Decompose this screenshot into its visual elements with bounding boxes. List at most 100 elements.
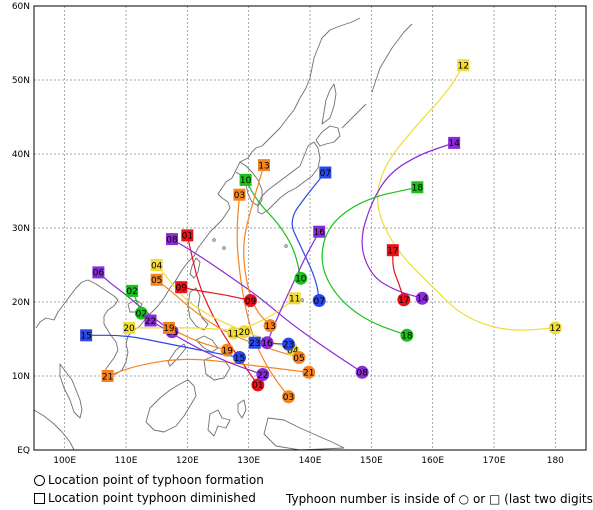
formation-marker-23: 23 xyxy=(282,337,296,351)
diminished-number: 23 xyxy=(249,339,260,349)
diminished-marker-02: 02 xyxy=(126,284,139,297)
marianas-island xyxy=(300,298,304,302)
legend-diminished: Location point typhoon diminished xyxy=(34,491,256,505)
formation-number: 14 xyxy=(417,295,429,305)
diminished-number: 07 xyxy=(320,169,331,179)
formation-marker-21: 21 xyxy=(302,365,316,379)
diminished-square xyxy=(80,329,93,342)
diminished-square xyxy=(248,336,261,349)
formation-number: 07 xyxy=(313,297,324,307)
malay-coastline xyxy=(59,363,83,419)
formation-number: 04 xyxy=(287,346,299,356)
formation-circle xyxy=(312,294,326,308)
formation-circle xyxy=(237,325,251,339)
typhoon-markers: 0101020203030404050506060707080809091010… xyxy=(80,59,562,404)
lat-label: 60N xyxy=(12,2,30,12)
lon-label: 120E xyxy=(176,456,199,466)
diminished-square xyxy=(162,321,175,334)
track-line-21 xyxy=(107,358,309,377)
diminished-square xyxy=(239,173,252,186)
new-guinea-coastline xyxy=(263,417,345,450)
legend-formation-label: Location point of typhoon formation xyxy=(48,473,264,487)
formation-number: 17 xyxy=(398,296,409,306)
diminished-marker-04: 04 xyxy=(150,259,163,271)
formation-circle xyxy=(294,271,308,285)
formation-number: 19 xyxy=(221,346,233,356)
kuril-islands xyxy=(341,103,367,129)
diminished-square xyxy=(92,266,105,279)
diminished-square xyxy=(126,284,139,297)
diminished-number: 06 xyxy=(93,269,105,279)
formation-circle xyxy=(282,390,296,404)
lon-label: 100E xyxy=(53,456,76,466)
formation-number: 08 xyxy=(356,369,368,379)
formation-number: 05 xyxy=(293,354,304,364)
diminished-square xyxy=(166,233,178,246)
formation-circle xyxy=(251,378,265,392)
diminished-marker-12: 12 xyxy=(457,59,470,72)
formation-marker-15: 15 xyxy=(232,351,246,364)
diminished-square xyxy=(411,181,424,194)
diminished-number: 10 xyxy=(240,176,252,186)
diminished-number: 04 xyxy=(151,261,163,271)
formation-number: 12 xyxy=(550,324,561,334)
formation-circle xyxy=(263,319,277,333)
legend-formation: Location point of typhoon formation xyxy=(34,473,264,487)
diminished-marker-11: 11 xyxy=(288,292,301,305)
map-frame xyxy=(33,5,587,451)
formation-number: 15 xyxy=(234,354,245,364)
sumatra-coastline xyxy=(34,409,75,450)
diminished-marker-21: 21 xyxy=(101,370,114,382)
diminished-marker-03: 03 xyxy=(233,188,246,201)
diminished-square xyxy=(175,281,188,294)
diminished-number: 02 xyxy=(126,287,137,297)
diminished-number: 20 xyxy=(123,324,135,334)
formation-marker-19: 19 xyxy=(220,343,234,357)
diminished-square-icon xyxy=(34,493,45,504)
diminished-square xyxy=(319,166,332,179)
diminished-number: 13 xyxy=(258,161,269,171)
formation-circle xyxy=(282,337,296,351)
formation-marker-16: 16 xyxy=(260,336,274,350)
bonin-island xyxy=(284,244,288,248)
formation-circle xyxy=(415,291,429,305)
formation-number: 22 xyxy=(257,371,268,381)
diminished-number: 01 xyxy=(182,232,193,242)
track-line-18 xyxy=(321,186,418,336)
legend-diminished-label: Location point typhoon diminished xyxy=(48,491,256,505)
diminished-marker-22: 22 xyxy=(144,314,157,327)
diminished-square xyxy=(288,292,301,305)
formation-number: 16 xyxy=(261,339,273,349)
diminished-marker-20: 20 xyxy=(123,321,136,334)
formation-marker-18: 18 xyxy=(400,328,414,342)
diminished-marker-08: 08 xyxy=(166,233,178,245)
track-line-07 xyxy=(291,172,326,301)
diminished-marker-10: 10 xyxy=(239,173,252,186)
formation-circle xyxy=(244,294,258,308)
diminished-number: 17 xyxy=(387,247,398,257)
formation-marker-07: 07 xyxy=(312,294,326,308)
diminished-marker-14: 14 xyxy=(448,136,461,149)
luzon-coastline xyxy=(187,287,209,331)
formation-circle xyxy=(292,351,306,364)
diminished-number: 05 xyxy=(151,276,162,286)
formation-circle-icon xyxy=(34,475,45,486)
formation-marker-17: 17 xyxy=(397,293,411,307)
lat-label: EQ xyxy=(17,446,30,456)
formation-number: 18 xyxy=(401,332,413,342)
diminished-square xyxy=(386,244,399,257)
formation-number: 01 xyxy=(252,381,263,391)
diminished-marker-17: 17 xyxy=(386,244,399,257)
diminished-marker-15: 15 xyxy=(80,329,93,342)
formation-circle xyxy=(548,321,562,335)
formation-marker-05: 05 xyxy=(292,351,306,364)
hokkaido-coastline xyxy=(315,125,341,147)
formation-circle xyxy=(220,343,234,357)
diminished-marker-05: 05 xyxy=(150,273,163,286)
diminished-number: 03 xyxy=(234,191,245,201)
lon-label: 150E xyxy=(360,456,383,466)
lat-label: 40N xyxy=(12,150,30,160)
lat-label: 30N xyxy=(12,224,30,234)
diminished-marker-18: 18 xyxy=(411,181,424,194)
